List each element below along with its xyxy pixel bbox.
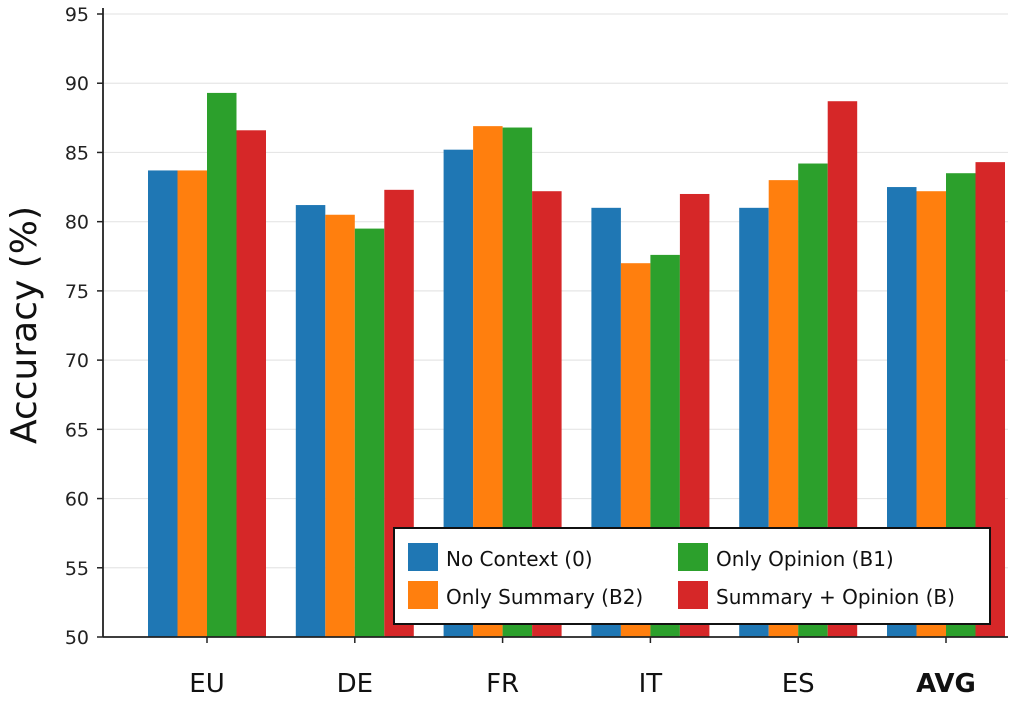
y-tick-label: 90: [65, 73, 89, 95]
bar-de-series-1: [325, 214, 355, 637]
legend-label: Summary + Opinion (B): [716, 585, 955, 609]
y-tick-label: 50: [65, 627, 89, 649]
x-tick-label: FR: [486, 669, 519, 699]
axes: [97, 8, 1008, 643]
y-tick-label: 80: [65, 212, 89, 234]
y-tick-label: 60: [65, 489, 89, 511]
bar-eu-series-1: [177, 170, 207, 638]
legend-frame: [393, 527, 991, 625]
y-tick-label: 85: [65, 142, 89, 164]
legend: No Context (0) Only Summary (B2) Only Opin…: [393, 527, 991, 625]
x-tick-label: ES: [782, 669, 815, 699]
x-tick-label: AVG: [916, 669, 976, 699]
legend-swatch: [678, 581, 708, 609]
bar-de-series-0: [295, 205, 326, 637]
x-tick-labels: EU DE FR IT ES AVG: [189, 669, 976, 699]
bar-eu-series-0: [148, 170, 178, 638]
y-tick-labels: 50 55 60 65 70 75 80 85 90 95: [65, 4, 89, 649]
x-tick-label: IT: [639, 669, 663, 699]
legend-swatch: [678, 543, 708, 571]
legend-label: Only Opinion (B1): [716, 547, 894, 571]
bar-eu-series-2: [207, 92, 237, 637]
y-tick-label: 65: [65, 419, 89, 441]
y-tick-label: 95: [65, 4, 89, 26]
legend-label: Only Summary (B2): [446, 585, 643, 609]
legend-label: No Context (0): [446, 547, 593, 571]
legend-swatch: [408, 543, 438, 571]
x-tick-label: EU: [189, 669, 224, 699]
legend-swatch: [408, 581, 438, 609]
x-tick-label: DE: [337, 669, 373, 699]
y-tick-label: 70: [65, 350, 89, 372]
bar-eu-series-3: [236, 130, 266, 637]
y-tick-label: 55: [65, 558, 89, 580]
y-axis-label: Accuracy (%): [4, 206, 45, 444]
bar-de-series-2: [354, 228, 385, 638]
y-tick-label: 75: [65, 281, 89, 303]
